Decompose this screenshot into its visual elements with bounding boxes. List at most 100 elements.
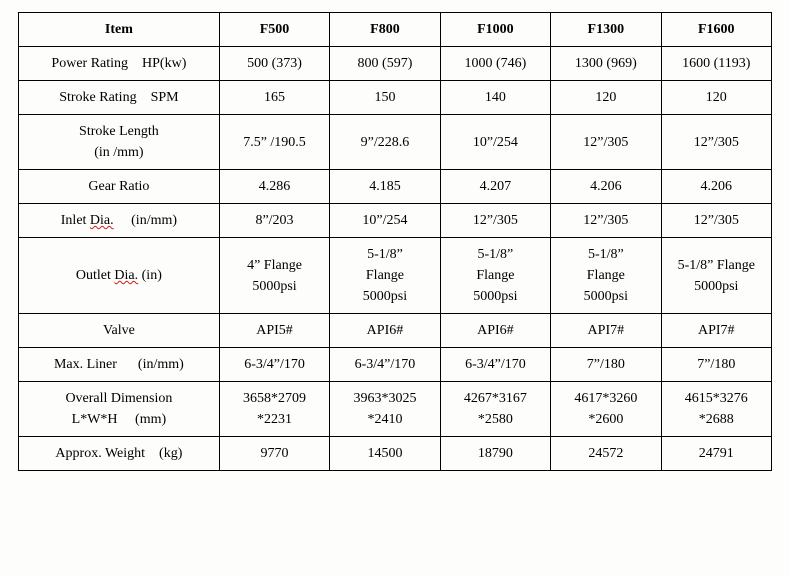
cell-line: Flange — [555, 265, 656, 286]
cell: API7# — [551, 314, 661, 348]
cell: 800 (597) — [330, 47, 440, 81]
cell: 4” Flange 5000psi — [219, 238, 329, 314]
row-power-rating: Power Rating HP(kw) 500 (373) 800 (597) … — [19, 47, 772, 81]
cell: 7”/180 — [661, 348, 771, 382]
cell: 24572 — [551, 437, 661, 471]
label-gear-ratio: Gear Ratio — [19, 170, 220, 204]
col-header-f1000: F1000 — [440, 13, 550, 47]
cell: 4.286 — [219, 170, 329, 204]
cell: 5-1/8” Flange 5000psi — [440, 238, 550, 314]
cell: 1000 (746) — [440, 47, 550, 81]
cell: 1300 (969) — [551, 47, 661, 81]
cell: 3658*2709 *2231 — [219, 382, 329, 437]
cell: 8”/203 — [219, 204, 329, 238]
cell-line: 4” Flange — [224, 255, 325, 276]
label-max-liner: Max. Liner (in/mm) — [19, 348, 220, 382]
cell: 1600 (1193) — [661, 47, 771, 81]
row-outlet-dia: Outlet Dia. (in) 4” Flange 5000psi 5-1/8… — [19, 238, 772, 314]
spellcheck-underline: Dia. — [114, 268, 138, 283]
cell-line: Flange — [445, 265, 546, 286]
cell-line: 4617*3260 — [555, 388, 656, 409]
cell: 165 — [219, 81, 329, 115]
cell: 7”/180 — [551, 348, 661, 382]
cell: 4.207 — [440, 170, 550, 204]
cell: 6-3/4”/170 — [440, 348, 550, 382]
label-text: Inlet — [61, 213, 90, 228]
cell-line: *2231 — [224, 409, 325, 430]
cell: 12”/305 — [440, 204, 550, 238]
cell: 7.5” /190.5 — [219, 115, 329, 170]
cell: 4617*3260 *2600 — [551, 382, 661, 437]
cell: 4.206 — [551, 170, 661, 204]
cell-line: 5-1/8” Flange — [666, 255, 767, 276]
row-inlet-dia: Inlet Dia. (in/mm) 8”/203 10”/254 12”/30… — [19, 204, 772, 238]
cell: 150 — [330, 81, 440, 115]
cell: 120 — [661, 81, 771, 115]
cell: 5-1/8” Flange 5000psi — [661, 238, 771, 314]
col-header-f800: F800 — [330, 13, 440, 47]
cell-line: *2600 — [555, 409, 656, 430]
cell: API7# — [661, 314, 771, 348]
cell: 14500 — [330, 437, 440, 471]
cell-line: Flange — [334, 265, 435, 286]
col-header-f1600: F1600 — [661, 13, 771, 47]
cell: 5-1/8” Flange 5000psi — [330, 238, 440, 314]
cell: 140 — [440, 81, 550, 115]
label-power-rating: Power Rating HP(kw) — [19, 47, 220, 81]
row-stroke-length: Stroke Length (in /mm) 7.5” /190.5 9”/22… — [19, 115, 772, 170]
cell: 5-1/8” Flange 5000psi — [551, 238, 661, 314]
row-gear-ratio: Gear Ratio 4.286 4.185 4.207 4.206 4.206 — [19, 170, 772, 204]
cell-line: 3658*2709 — [224, 388, 325, 409]
cell-line: 5000psi — [666, 276, 767, 297]
cell: 24791 — [661, 437, 771, 471]
row-stroke-rating: Stroke Rating SPM 165 150 140 120 120 — [19, 81, 772, 115]
cell: API6# — [330, 314, 440, 348]
label-valve: Valve — [19, 314, 220, 348]
cell: API6# — [440, 314, 550, 348]
row-max-liner: Max. Liner (in/mm) 6-3/4”/170 6-3/4”/170… — [19, 348, 772, 382]
cell: 4615*3276 *2688 — [661, 382, 771, 437]
label-line: Stroke Length — [23, 121, 215, 142]
cell: 3963*3025 *2410 — [330, 382, 440, 437]
cell-line: 4615*3276 — [666, 388, 767, 409]
row-approx-weight: Approx. Weight (kg) 9770 14500 18790 245… — [19, 437, 772, 471]
cell: 9770 — [219, 437, 329, 471]
cell-line: 5000psi — [334, 286, 435, 307]
cell-line: 5000psi — [224, 276, 325, 297]
cell: API5# — [219, 314, 329, 348]
cell: 10”/254 — [440, 115, 550, 170]
cell-line: 5000psi — [445, 286, 546, 307]
cell-line: 5-1/8” — [334, 244, 435, 265]
cell: 10”/254 — [330, 204, 440, 238]
label-outlet-dia: Outlet Dia. (in) — [19, 238, 220, 314]
row-overall-dim: Overall Dimension L*W*H (mm) 3658*2709 *… — [19, 382, 772, 437]
label-stroke-length: Stroke Length (in /mm) — [19, 115, 220, 170]
cell: 18790 — [440, 437, 550, 471]
cell: 4.206 — [661, 170, 771, 204]
table-header-row: Item F500 F800 F1000 F1300 F1600 — [19, 13, 772, 47]
cell: 6-3/4”/170 — [330, 348, 440, 382]
label-line: Overall Dimension — [23, 388, 215, 409]
label-text: Outlet — [76, 268, 115, 283]
cell: 12”/305 — [551, 115, 661, 170]
label-text: (in/mm) — [114, 213, 177, 228]
row-valve: Valve API5# API6# API6# API7# API7# — [19, 314, 772, 348]
col-header-item: Item — [19, 13, 220, 47]
cell: 12”/305 — [661, 115, 771, 170]
label-line: L*W*H (mm) — [23, 409, 215, 430]
spellcheck-underline: Dia. — [90, 213, 114, 228]
cell: 4267*3167 *2580 — [440, 382, 550, 437]
col-header-f1300: F1300 — [551, 13, 661, 47]
cell: 4.185 — [330, 170, 440, 204]
cell-line: *2580 — [445, 409, 546, 430]
label-inlet-dia: Inlet Dia. (in/mm) — [19, 204, 220, 238]
cell-line: *2410 — [334, 409, 435, 430]
cell: 9”/228.6 — [330, 115, 440, 170]
cell-line: *2688 — [666, 409, 767, 430]
label-line: (in /mm) — [23, 142, 215, 163]
cell-line: 5-1/8” — [445, 244, 546, 265]
page: Item F500 F800 F1000 F1300 F1600 Power R… — [0, 0, 790, 576]
label-stroke-rating: Stroke Rating SPM — [19, 81, 220, 115]
label-overall-dim: Overall Dimension L*W*H (mm) — [19, 382, 220, 437]
cell: 12”/305 — [551, 204, 661, 238]
